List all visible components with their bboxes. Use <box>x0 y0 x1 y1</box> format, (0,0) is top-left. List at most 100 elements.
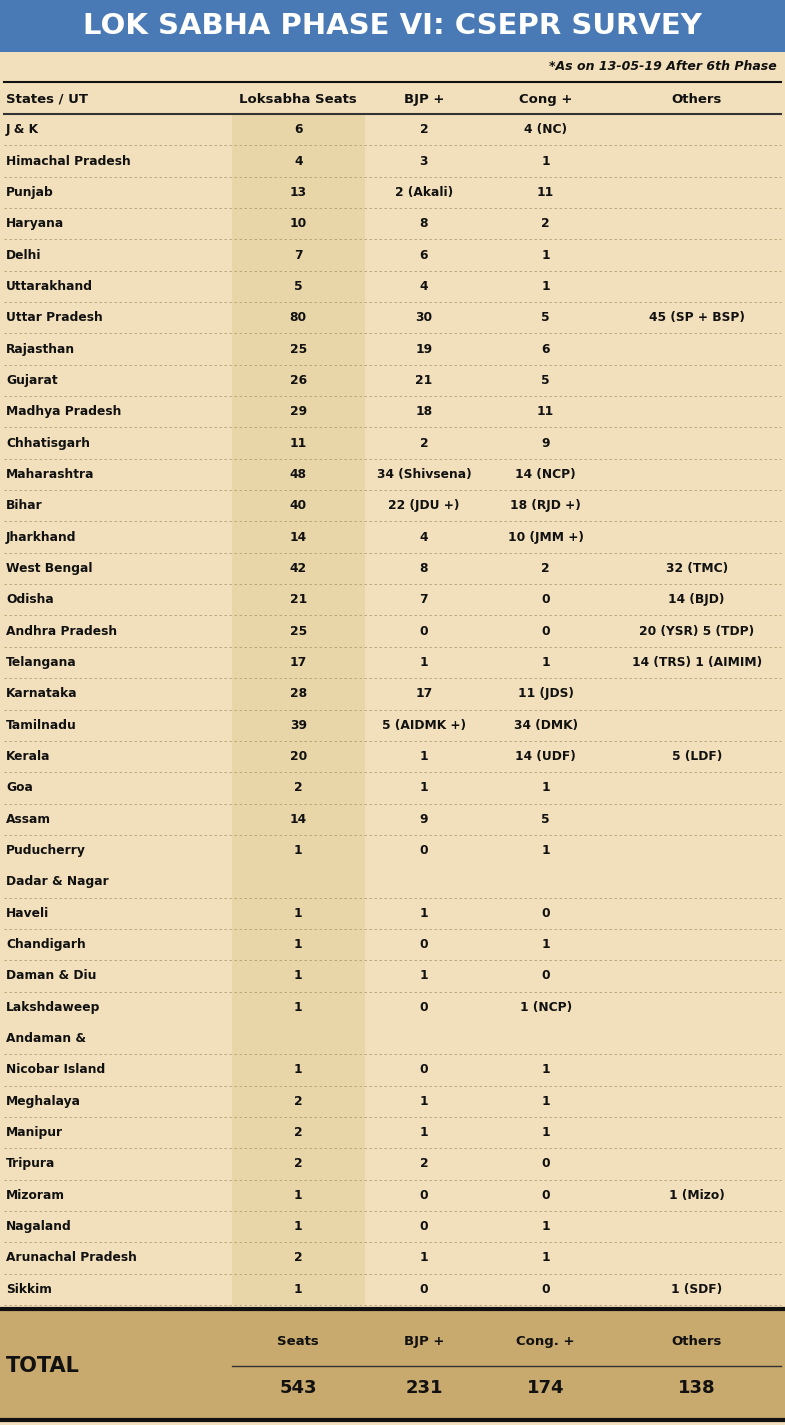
Bar <box>232 710 365 741</box>
Text: 1: 1 <box>542 1220 550 1233</box>
Text: 45 (SP + BSP): 45 (SP + BSP) <box>648 311 745 325</box>
Text: 30: 30 <box>415 311 433 325</box>
Text: 1: 1 <box>542 1094 550 1107</box>
Bar <box>232 960 365 992</box>
Text: 48: 48 <box>290 467 307 480</box>
Text: 1: 1 <box>542 279 550 294</box>
Text: 18: 18 <box>415 405 433 419</box>
Text: Haryana: Haryana <box>6 217 64 231</box>
Text: Himachal Pradesh: Himachal Pradesh <box>6 154 131 168</box>
Text: 20 (YSR) 5 (TDP): 20 (YSR) 5 (TDP) <box>639 624 754 637</box>
Text: 11: 11 <box>290 436 307 450</box>
Text: 2: 2 <box>420 436 428 450</box>
Text: Andhra Pradesh: Andhra Pradesh <box>6 624 117 637</box>
Text: 1: 1 <box>542 844 550 856</box>
Bar <box>232 1023 365 1054</box>
Text: 10 (JMM +): 10 (JMM +) <box>508 530 583 543</box>
Bar <box>232 898 365 929</box>
Text: 231: 231 <box>405 1379 443 1396</box>
Text: 39: 39 <box>290 718 307 731</box>
Text: 25: 25 <box>290 624 307 637</box>
Text: 0: 0 <box>542 624 550 637</box>
Text: Rajasthan: Rajasthan <box>6 342 75 356</box>
Text: 1: 1 <box>420 906 428 919</box>
Bar <box>232 1054 365 1086</box>
Text: 1: 1 <box>542 1126 550 1139</box>
Text: 5: 5 <box>542 812 550 825</box>
Text: Uttarakhand: Uttarakhand <box>6 279 93 294</box>
Bar <box>232 271 365 302</box>
Text: Punjab: Punjab <box>6 185 53 200</box>
Bar <box>232 114 365 145</box>
Bar <box>232 145 365 177</box>
Text: 1: 1 <box>294 938 302 950</box>
Text: 1: 1 <box>420 1094 428 1107</box>
Text: Meghalaya: Meghalaya <box>6 1094 81 1107</box>
Bar <box>232 1180 365 1211</box>
Text: 1: 1 <box>420 781 428 794</box>
Text: 2: 2 <box>294 1126 302 1139</box>
Bar <box>232 333 365 365</box>
Text: Gujarat: Gujarat <box>6 373 57 388</box>
Text: 1: 1 <box>542 248 550 262</box>
Text: Karnataka: Karnataka <box>6 687 78 700</box>
Bar <box>232 1086 365 1117</box>
Text: 8: 8 <box>420 217 428 231</box>
Text: 80: 80 <box>290 311 307 325</box>
Text: 1: 1 <box>294 1220 302 1233</box>
Bar <box>232 1274 365 1305</box>
Text: 20: 20 <box>290 750 307 762</box>
Text: *As on 13-05-19 After 6th Phase: *As on 13-05-19 After 6th Phase <box>550 60 777 73</box>
Bar <box>232 459 365 490</box>
Text: 17: 17 <box>415 687 433 700</box>
Text: 1: 1 <box>542 656 550 668</box>
Bar <box>232 835 365 866</box>
Text: BJP +: BJP + <box>403 93 444 105</box>
Text: 26: 26 <box>290 373 307 388</box>
Text: 543: 543 <box>279 1379 317 1396</box>
Text: 1: 1 <box>542 1063 550 1076</box>
Bar <box>232 804 365 835</box>
Text: 14 (NCP): 14 (NCP) <box>515 467 576 480</box>
Text: Chhatisgarh: Chhatisgarh <box>6 436 90 450</box>
Bar <box>232 1211 365 1243</box>
Text: 14 (UDF): 14 (UDF) <box>515 750 576 762</box>
Text: 2: 2 <box>294 781 302 794</box>
Text: 17: 17 <box>290 656 307 668</box>
Text: 19: 19 <box>415 342 433 356</box>
Text: TOTAL: TOTAL <box>6 1357 80 1377</box>
Text: Sikkim: Sikkim <box>6 1282 52 1295</box>
Text: 11 (JDS): 11 (JDS) <box>517 687 574 700</box>
Text: Madhya Pradesh: Madhya Pradesh <box>6 405 122 419</box>
Text: 1: 1 <box>294 1000 302 1013</box>
Text: 4: 4 <box>420 279 428 294</box>
Text: 7: 7 <box>420 593 428 606</box>
Text: Seats: Seats <box>277 1335 319 1348</box>
Text: 5: 5 <box>542 373 550 388</box>
Text: Andaman &: Andaman & <box>6 1032 86 1045</box>
Text: 0: 0 <box>542 1188 550 1201</box>
Text: 14: 14 <box>290 812 307 825</box>
Bar <box>232 239 365 271</box>
Text: 6: 6 <box>420 248 428 262</box>
Text: 1 (SDF): 1 (SDF) <box>671 1282 722 1295</box>
Bar <box>232 365 365 396</box>
Text: Uttar Pradesh: Uttar Pradesh <box>6 311 103 325</box>
Text: 5: 5 <box>542 311 550 325</box>
Bar <box>232 490 365 522</box>
Text: 42: 42 <box>290 561 307 574</box>
Text: 1: 1 <box>542 1251 550 1264</box>
Bar <box>232 553 365 584</box>
Text: 0: 0 <box>420 1282 428 1295</box>
Text: 0: 0 <box>420 1188 428 1201</box>
Bar <box>0 0 785 51</box>
Text: 138: 138 <box>678 1379 715 1396</box>
Text: 5: 5 <box>294 279 302 294</box>
Text: 11: 11 <box>537 405 554 419</box>
Text: 11: 11 <box>537 185 554 200</box>
Bar <box>232 522 365 553</box>
Text: Loksabha Seats: Loksabha Seats <box>239 93 357 105</box>
Text: 4: 4 <box>294 154 302 168</box>
Bar <box>232 616 365 647</box>
Text: 0: 0 <box>420 624 428 637</box>
